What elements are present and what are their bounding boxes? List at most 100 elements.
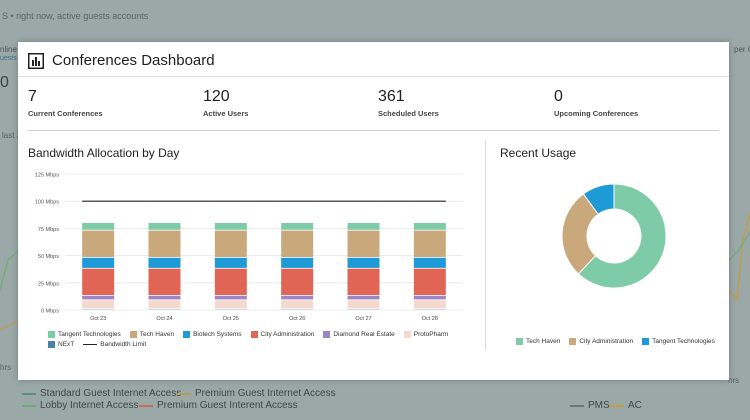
bar-segment xyxy=(413,300,446,309)
legend-label: Tangent Technologies xyxy=(652,338,715,345)
background-link: uests xyxy=(0,55,17,62)
legend-label: NExT xyxy=(58,341,75,348)
legend-swatch xyxy=(642,338,650,345)
bar-segment xyxy=(82,222,115,230)
x-tick-label: Oct 28 xyxy=(422,316,438,322)
legend-label: Biotech Systems xyxy=(193,331,242,338)
background-count: 0 xyxy=(0,74,9,91)
legend-item: City Administration xyxy=(569,338,633,345)
y-tick-label: 50 Mbps xyxy=(38,254,59,260)
bar-segment xyxy=(413,268,446,296)
bar-segment xyxy=(148,222,181,230)
bar-segment xyxy=(281,295,314,300)
stat-current-conferences: 7 Current Conferences xyxy=(28,88,103,118)
bar-segment xyxy=(413,222,446,230)
x-tick-label: Oct 27 xyxy=(355,316,371,322)
y-tick-label: 125 Mbps xyxy=(35,173,59,179)
donut-slice xyxy=(561,193,599,275)
bar-segment xyxy=(214,222,247,230)
y-tick-label: 0 Mbps xyxy=(41,309,59,315)
bar-segment xyxy=(347,257,380,268)
legend-item: Bandwidth Limit xyxy=(83,341,146,348)
legend-swatch xyxy=(48,341,55,348)
legend-swatch xyxy=(83,343,98,346)
legend-item: Tech Haven xyxy=(516,338,560,345)
background-legend-item: Lobby Internet Access xyxy=(22,400,138,411)
legend-label: ProtoPharm xyxy=(413,331,449,338)
stat-value: 361 xyxy=(378,88,405,105)
stat-upcoming-conferences: 0 Upcoming Conferences xyxy=(554,88,638,118)
stats-divider xyxy=(28,130,719,131)
bar-segment xyxy=(214,300,247,309)
legend-item: Diamond Real Estate xyxy=(323,331,395,338)
background-label: hrs xyxy=(0,363,12,372)
legend-label: Tech Haven xyxy=(139,331,175,338)
legend-item: Tangent Technologies xyxy=(642,338,715,345)
background-legend-item: Premium Guest Internet Access xyxy=(177,388,336,399)
stat-scheduled-users: 361 Scheduled Users xyxy=(378,88,439,118)
bar-segment xyxy=(413,230,446,257)
legend-swatch xyxy=(183,331,191,338)
bandwidth-bar-chart: 0 Mbps 25 Mbps 50 Mbps 75 Mbps 100 Mbps 125 M… xyxy=(35,173,463,322)
y-tick-label: 75 Mbps xyxy=(38,227,59,233)
bar-segment xyxy=(281,300,314,309)
stat-label: Scheduled Users xyxy=(378,109,439,118)
legend-item: Tech Haven xyxy=(129,331,175,338)
bar-segment xyxy=(148,257,181,268)
bar-segment xyxy=(413,257,446,268)
background-line-chart-right xyxy=(729,211,750,302)
legend-item: City Administration xyxy=(250,331,314,338)
legend-swatch xyxy=(48,331,55,338)
stat-active-users: 120 Active Users xyxy=(203,88,248,118)
bar-segment xyxy=(347,300,380,309)
bar-segment xyxy=(281,268,314,296)
donut-slice xyxy=(582,183,615,215)
stat-label: Current Conferences xyxy=(28,109,103,118)
y-tick-label: 25 Mbps xyxy=(38,281,59,287)
background-label: last 3 xyxy=(2,131,22,140)
legend-label: Diamond Real Estate xyxy=(333,331,395,338)
recent-usage-donut-chart xyxy=(561,183,667,289)
bandwidth-chart-title: Bandwidth Allocation by Day xyxy=(28,146,180,160)
bar-segment xyxy=(82,257,115,268)
stat-label: Active Users xyxy=(203,109,249,118)
background-header-text: S • right now, active guests accounts xyxy=(2,11,149,21)
background-label: hrs xyxy=(728,376,740,385)
header-divider xyxy=(18,76,729,77)
stat-value: 120 xyxy=(203,88,230,105)
bar-segment xyxy=(148,295,181,300)
legend-item: Biotech Systems xyxy=(183,331,242,338)
x-tick-label: Oct 25 xyxy=(223,316,239,322)
legend-swatch xyxy=(323,331,331,338)
legend-label: City Administration xyxy=(579,338,634,345)
bar-segment xyxy=(148,300,181,309)
conferences-dashboard-modal: Conferences Dashboard 7 Current Conferen… xyxy=(18,42,729,380)
recent-usage-title: Recent Usage xyxy=(500,146,577,160)
bar-segment xyxy=(214,230,247,257)
legend-swatch xyxy=(516,338,523,345)
x-tick-label: Oct 26 xyxy=(289,316,305,322)
section-divider xyxy=(485,140,486,350)
bar-segment xyxy=(148,230,181,257)
bar-segment xyxy=(281,222,314,230)
recent-usage-legend: Tech Haven City Administration Tangent Tec… xyxy=(516,338,726,348)
bar-segment xyxy=(347,230,380,257)
legend-swatch xyxy=(403,331,411,338)
legend-swatch xyxy=(569,338,577,345)
bandwidth-chart-legend: Tangent Technologies Tech Haven Biotech Sy… xyxy=(48,331,478,351)
background-legend-item: Premium Guest Interent Access xyxy=(139,400,298,411)
legend-label: Tangent Technologies xyxy=(58,331,121,338)
background-label: nline xyxy=(0,45,17,54)
bar-segment xyxy=(281,257,314,268)
y-tick-label: 100 Mbps xyxy=(35,200,59,206)
legend-label: Bandwidth Limit xyxy=(100,341,147,348)
legend-item: ProtoPharm xyxy=(403,331,449,338)
bar-segment xyxy=(214,257,247,268)
bar-segment xyxy=(413,295,446,300)
legend-item: NExT xyxy=(48,341,74,348)
bar-segment xyxy=(82,295,115,300)
bar-segment xyxy=(82,230,115,257)
background-label: per Gu xyxy=(734,45,750,54)
legend-label: Tech Haven xyxy=(526,338,561,345)
background-legend-item: PMS xyxy=(570,400,610,411)
